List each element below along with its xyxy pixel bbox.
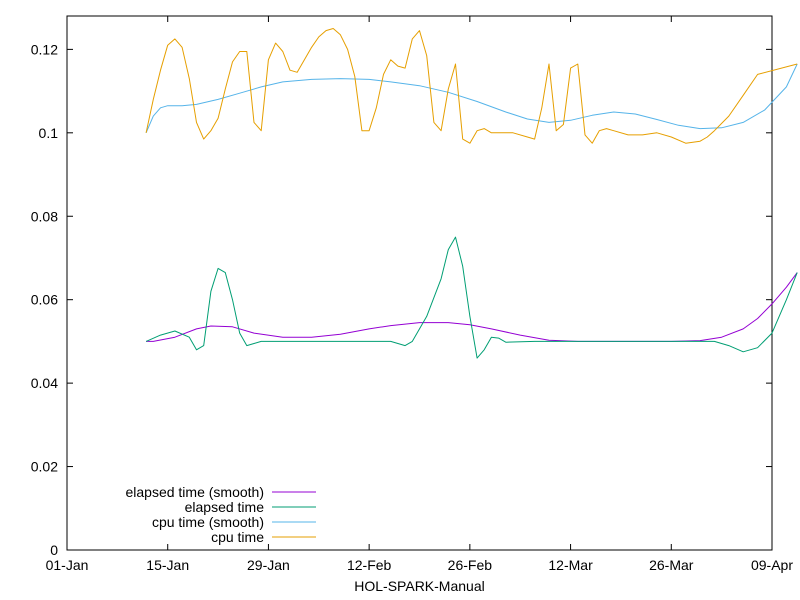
legend-label: cpu time (smooth) xyxy=(152,514,264,530)
x-tick-label: 01-Jan xyxy=(46,557,89,573)
x-tick-label: 12-Mar xyxy=(548,557,593,573)
series-line-elapsed-time xyxy=(145,236,798,359)
y-tick-label: 0.12 xyxy=(31,41,58,57)
y-tick-label: 0.08 xyxy=(31,208,58,224)
x-tick-label: 29-Jan xyxy=(247,557,290,573)
axis-ticks: 0 0.02 0.04 0.06 0.08 0.1 0.12 01-Jan 15-Jan 29-J… xyxy=(31,16,793,573)
y-tick-label: 0.04 xyxy=(31,375,58,391)
x-tick-label: 26-Feb xyxy=(448,557,493,573)
x-tick-label: 09-Apr xyxy=(751,557,793,573)
series-line-elapsed-time-smooth xyxy=(146,272,798,342)
x-axis-label: HOL-SPARK-Manual xyxy=(354,578,484,594)
legend-label: cpu time xyxy=(211,529,264,545)
plot-frame xyxy=(66,15,773,551)
y-tick-label: 0.1 xyxy=(39,125,59,141)
y-tick-label: 0.06 xyxy=(31,292,58,308)
y-tick-label: 0.02 xyxy=(31,459,58,475)
legend-label: elapsed time xyxy=(185,499,265,515)
x-tick-label: 12-Feb xyxy=(347,557,392,573)
series-line-cpu-time xyxy=(145,28,798,144)
x-tick-label: 15-Jan xyxy=(146,557,189,573)
legend-label: elapsed time (smooth) xyxy=(125,484,264,500)
series-lines xyxy=(145,28,798,359)
series-line-cpu-time-smooth xyxy=(145,63,798,133)
y-tick-label: 0 xyxy=(50,542,58,558)
x-tick-label: 26-Mar xyxy=(649,557,694,573)
